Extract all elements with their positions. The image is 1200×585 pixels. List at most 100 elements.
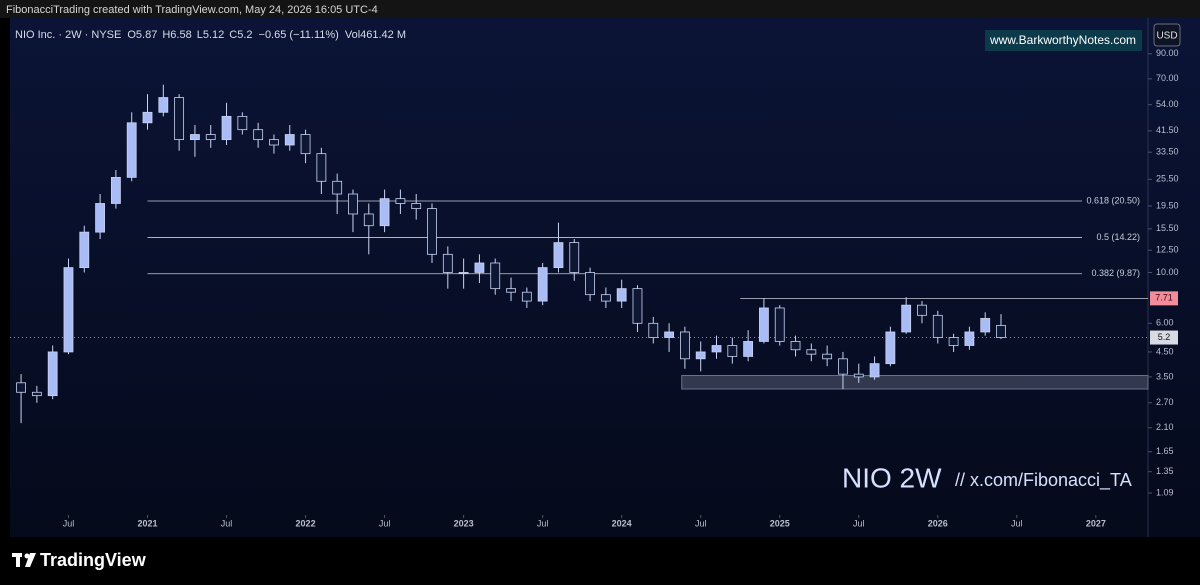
candle-body [964,331,975,346]
candle-body [616,288,627,302]
top-bar [0,0,1200,18]
candle-body [458,272,469,274]
currency-button[interactable] [1153,23,1181,47]
candle-body [917,304,927,316]
y-tick-label: 10.00 [1156,267,1179,277]
candle-body [253,129,264,141]
fib-label: 0.5 (14.22) [1096,232,1140,242]
candle-body [996,325,1006,338]
y-tick-label: 3.50 [1156,371,1174,381]
y-tick-label: 25.50 [1156,174,1179,184]
x-tick-label: Jul [63,518,75,528]
y-tick-label: 90.00 [1156,48,1179,58]
candle-body [632,288,643,324]
candle-body [395,198,406,204]
x-axis-area [10,515,1200,537]
candle-body [569,242,580,273]
legend-value: 5.87 [136,29,157,41]
price-tag-label: 5.2 [1158,332,1171,342]
y-tick-label: 6.00 [1156,318,1174,328]
x-tick-label: Jul [537,518,549,528]
candle-body [869,363,880,378]
candle-body [901,304,912,333]
legend-key: H [162,29,170,41]
site-badge [985,30,1142,51]
candle-body [237,115,248,131]
legend-value: 6.58 [170,29,191,41]
price-tag-label: 7.71 [1155,293,1173,303]
plot-area [10,18,1200,515]
x-tick-label: 2022 [296,518,316,528]
y-tick-label: 1.09 [1156,487,1174,497]
candle-body [521,291,532,302]
y-tick-label: 70.00 [1156,73,1179,83]
candle-body [585,272,595,296]
legend-value: 5.12 [203,29,224,41]
legend-key: O [127,29,136,41]
candle-body [16,382,26,393]
candle-body [727,345,738,357]
legend-volume: 461.42 M [360,29,406,41]
candle-body [427,208,437,255]
price-tag [1150,330,1178,345]
x-tick-label: Jul [853,518,865,528]
candle-body [885,331,896,365]
y-tick-label: 41.50 [1156,125,1179,135]
candle-body [142,111,153,124]
legend-key: Vol [345,29,360,41]
y-tick-label: 1.35 [1156,466,1174,476]
x-tick-label: Jul [695,518,707,528]
candle-body [79,231,90,269]
x-tick-label: Jul [1011,518,1023,528]
candle-body [553,242,564,269]
support-zone [681,375,1149,390]
legend: NIO Inc. · 2W · NYSE O5.87 H6.58 L5.12 C5.2−… [15,29,406,41]
candle-body [190,134,200,141]
candle-body [648,322,659,338]
legend-change: −0.65 (−11.11%) [259,29,339,41]
candle-body [838,358,848,375]
candle-body [664,331,674,338]
candle-body [774,307,785,342]
x-tick-label: Jul [221,518,233,528]
candle-body [853,373,864,378]
x-tick-label: 2026 [928,518,948,528]
legend-value: 5.2 [237,29,252,41]
candle-body [806,349,817,355]
candle-body [743,341,754,357]
y-tick-label: 33.50 [1156,147,1179,157]
header-text: FibonacciTrading created with TradingVie… [6,4,378,16]
candle-body [379,198,390,227]
y-tick-label: 2.10 [1156,422,1174,432]
x-tick-label: Jul [379,518,391,528]
watermark-ticker: NIO 2W [842,462,942,493]
candle-body [158,97,169,113]
candle-body [948,337,959,346]
candle-body [63,267,74,353]
x-tick-label: 2021 [137,518,157,528]
candle-body [31,391,42,397]
candle-body [932,314,943,338]
legend-symbol: NIO Inc. · 2W · NYSE [15,29,121,41]
y-tick-label: 4.50 [1156,346,1174,356]
candle-body [363,213,374,227]
candle-body [221,115,232,141]
y-tick-label: 19.50 [1156,200,1179,210]
candle-body [537,267,548,302]
candle-body [442,253,453,273]
candle-body [110,176,121,204]
candle-body [284,134,295,146]
y-tick-label: 15.50 [1156,223,1179,233]
candle-body [47,351,58,397]
candle-body [980,318,991,333]
candle-body [490,262,501,290]
y-tick-label: 1.65 [1156,446,1174,456]
tv-logo [12,553,36,567]
plot: 0.618 (20.50) 0.5 (14.22) 0.382 (9.87) [10,84,1149,424]
candle-body [506,288,516,293]
candle-body [474,262,485,273]
candle-body [679,331,690,360]
x-tick-label: 2027 [1086,518,1106,528]
x-tick-label: 2023 [454,518,474,528]
